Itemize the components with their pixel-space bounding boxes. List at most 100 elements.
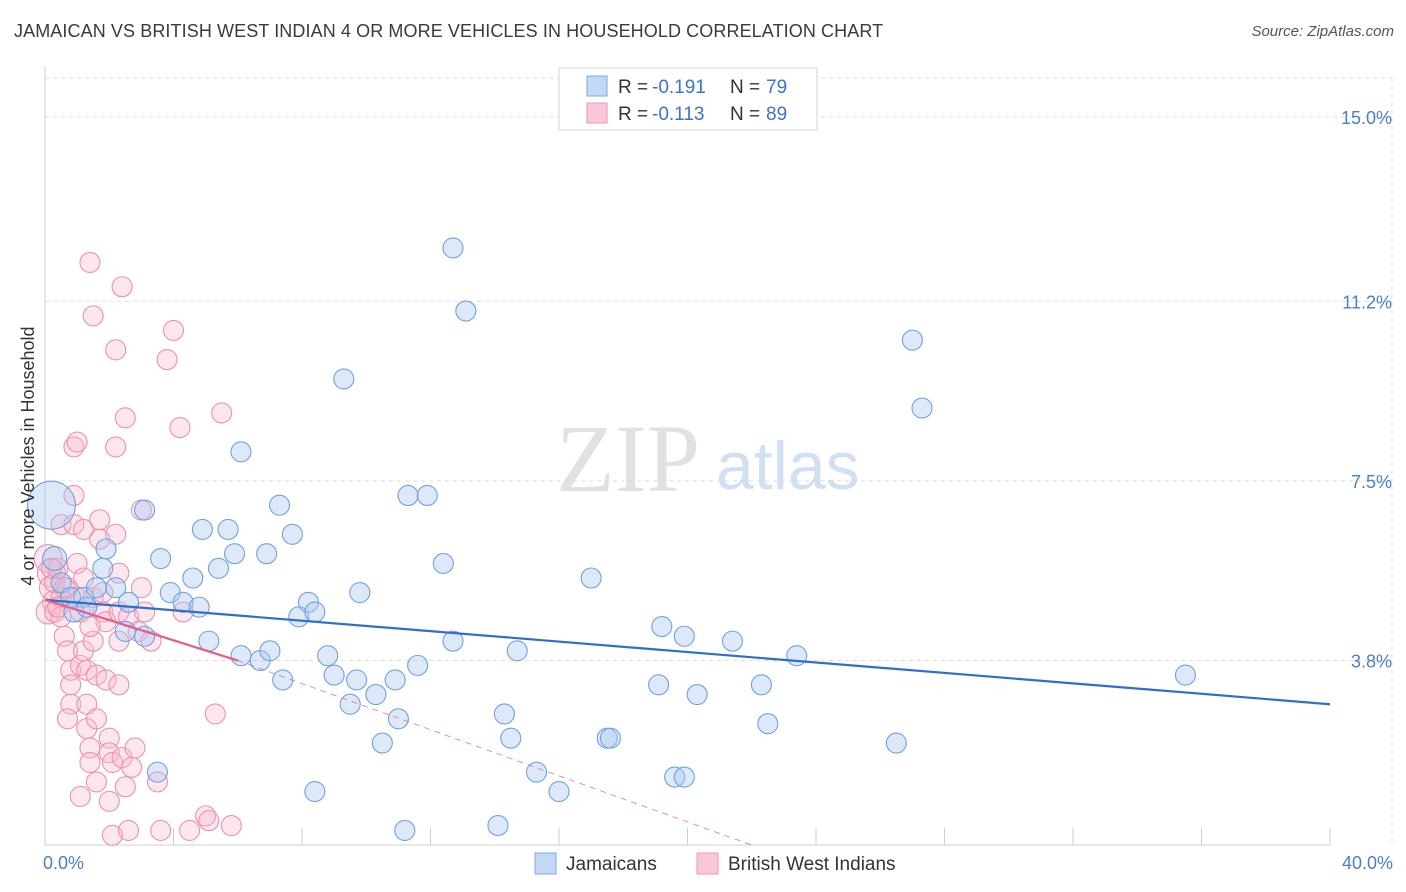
jamaican-trend-line bbox=[44, 598, 1331, 706]
jamaican-point bbox=[26, 480, 76, 530]
jamaican-point bbox=[525, 761, 548, 783]
bwi-point bbox=[98, 727, 120, 749]
jamaican-point bbox=[384, 669, 406, 691]
bwi-point bbox=[85, 664, 107, 686]
legend-bottom-label-jamaicans: Jamaicans bbox=[566, 854, 657, 875]
jamaican-point bbox=[50, 572, 72, 594]
jamaican-point bbox=[333, 368, 355, 390]
legend-swatch-bwi bbox=[586, 102, 608, 124]
bwi-point bbox=[50, 514, 72, 536]
jamaican-point bbox=[92, 557, 114, 579]
jamaican-point bbox=[323, 664, 345, 686]
jamaican-point bbox=[256, 543, 278, 565]
jamaican-point bbox=[85, 577, 107, 599]
bwi-point bbox=[198, 810, 220, 832]
jamaican-point bbox=[346, 669, 368, 691]
jamaican-point bbox=[339, 693, 361, 715]
legend-n-label: N = bbox=[730, 104, 760, 125]
bwi-point bbox=[179, 819, 201, 841]
jamaican-point bbox=[281, 523, 303, 545]
jamaican-point bbox=[455, 300, 477, 322]
legend-bottom-label-bwi: British West Indians bbox=[728, 854, 896, 875]
bwi-point bbox=[169, 416, 191, 439]
bwi-point bbox=[79, 251, 101, 274]
jamaican-point bbox=[416, 484, 438, 507]
bwi-point bbox=[105, 436, 127, 458]
jamaican-point bbox=[493, 703, 515, 725]
legend-bottom-swatch-jamaicans bbox=[534, 852, 557, 875]
jamaican-point bbox=[721, 630, 744, 652]
jamaican-point bbox=[105, 577, 127, 599]
jamaican-point bbox=[786, 645, 808, 667]
legend-bottom-swatch-bwi bbox=[696, 852, 719, 875]
jamaican-point bbox=[42, 546, 68, 572]
jamaican-point bbox=[272, 669, 294, 691]
bwi-point bbox=[124, 737, 146, 759]
scatter-points bbox=[26, 237, 1196, 846]
jamaican-point bbox=[191, 518, 213, 541]
bwi-point bbox=[220, 815, 242, 837]
x-tick-label: 40.0% bbox=[1342, 853, 1393, 873]
jamaican-point bbox=[172, 591, 194, 613]
bwi-point bbox=[117, 819, 140, 841]
bwi-point bbox=[69, 785, 91, 808]
bwi-point bbox=[105, 523, 127, 545]
jamaican-point bbox=[442, 630, 464, 652]
legend-n-value: 79 bbox=[766, 77, 787, 98]
jamaican-point bbox=[686, 683, 708, 706]
jamaican-point bbox=[371, 732, 393, 754]
jamaican-point bbox=[442, 237, 464, 259]
jamaican-point bbox=[757, 713, 779, 735]
legend-r-label: R = bbox=[618, 104, 648, 125]
jamaican-point bbox=[673, 766, 695, 788]
bwi-point bbox=[156, 349, 178, 371]
y-tick-label: 15.0% bbox=[1341, 108, 1392, 128]
bwi-point bbox=[95, 669, 117, 691]
legend-swatch-jamaicans bbox=[586, 75, 608, 97]
y-tick-label: 3.8% bbox=[1351, 652, 1392, 672]
jamaican-point bbox=[432, 552, 454, 574]
jamaican-point bbox=[648, 674, 670, 696]
jamaican-point bbox=[673, 625, 695, 647]
jamaican-point bbox=[304, 781, 326, 803]
jamaican-point bbox=[146, 761, 168, 783]
jamaican-point bbox=[365, 683, 387, 706]
legend-r-value: -0.113 bbox=[652, 104, 704, 125]
jamaican-point bbox=[394, 819, 416, 841]
bwi-point bbox=[211, 402, 233, 424]
bwi-point bbox=[121, 756, 143, 778]
jamaican-point bbox=[397, 484, 419, 507]
trend-lines bbox=[44, 598, 1331, 846]
bwi-point bbox=[89, 509, 111, 531]
jamaican-point bbox=[317, 645, 339, 667]
bwi-point bbox=[105, 339, 127, 361]
legend-r-value: -0.191 bbox=[652, 77, 706, 98]
jamaican-point bbox=[95, 538, 117, 560]
bwi-point bbox=[76, 659, 98, 681]
y-tick-label: 11.2% bbox=[1342, 292, 1392, 312]
bwi-point bbox=[79, 616, 101, 638]
watermark-zip: ZIP bbox=[556, 405, 700, 512]
bwi-point bbox=[60, 659, 82, 681]
bwi-point bbox=[108, 674, 130, 696]
bwi-point bbox=[56, 708, 79, 730]
jamaican-point bbox=[885, 732, 907, 754]
legend-n-label: N = bbox=[730, 77, 760, 98]
chart-title: JAMAICAN VS BRITISH WEST INDIAN 4 OR MOR… bbox=[14, 21, 884, 41]
source-label: Source: ZipAtlas.com bbox=[1251, 23, 1394, 40]
tick-labels: 3.8% 7.5% 11.2% 15.0% 0.0% 40.0% bbox=[43, 108, 1393, 873]
bwi-point bbox=[66, 431, 88, 453]
jamaican-point bbox=[599, 727, 621, 749]
jamaican-point bbox=[487, 815, 509, 837]
bwi-point bbox=[85, 708, 107, 730]
bwi-point bbox=[73, 518, 95, 541]
bwi-point bbox=[111, 276, 133, 298]
bwi-point bbox=[85, 771, 107, 793]
jamaican-point bbox=[901, 329, 923, 351]
jamaican-point bbox=[188, 596, 210, 618]
bwi-point bbox=[150, 819, 172, 841]
jamaican-point bbox=[207, 557, 230, 579]
jamaican-point bbox=[349, 582, 371, 604]
legend-r-label: R = bbox=[618, 77, 648, 98]
